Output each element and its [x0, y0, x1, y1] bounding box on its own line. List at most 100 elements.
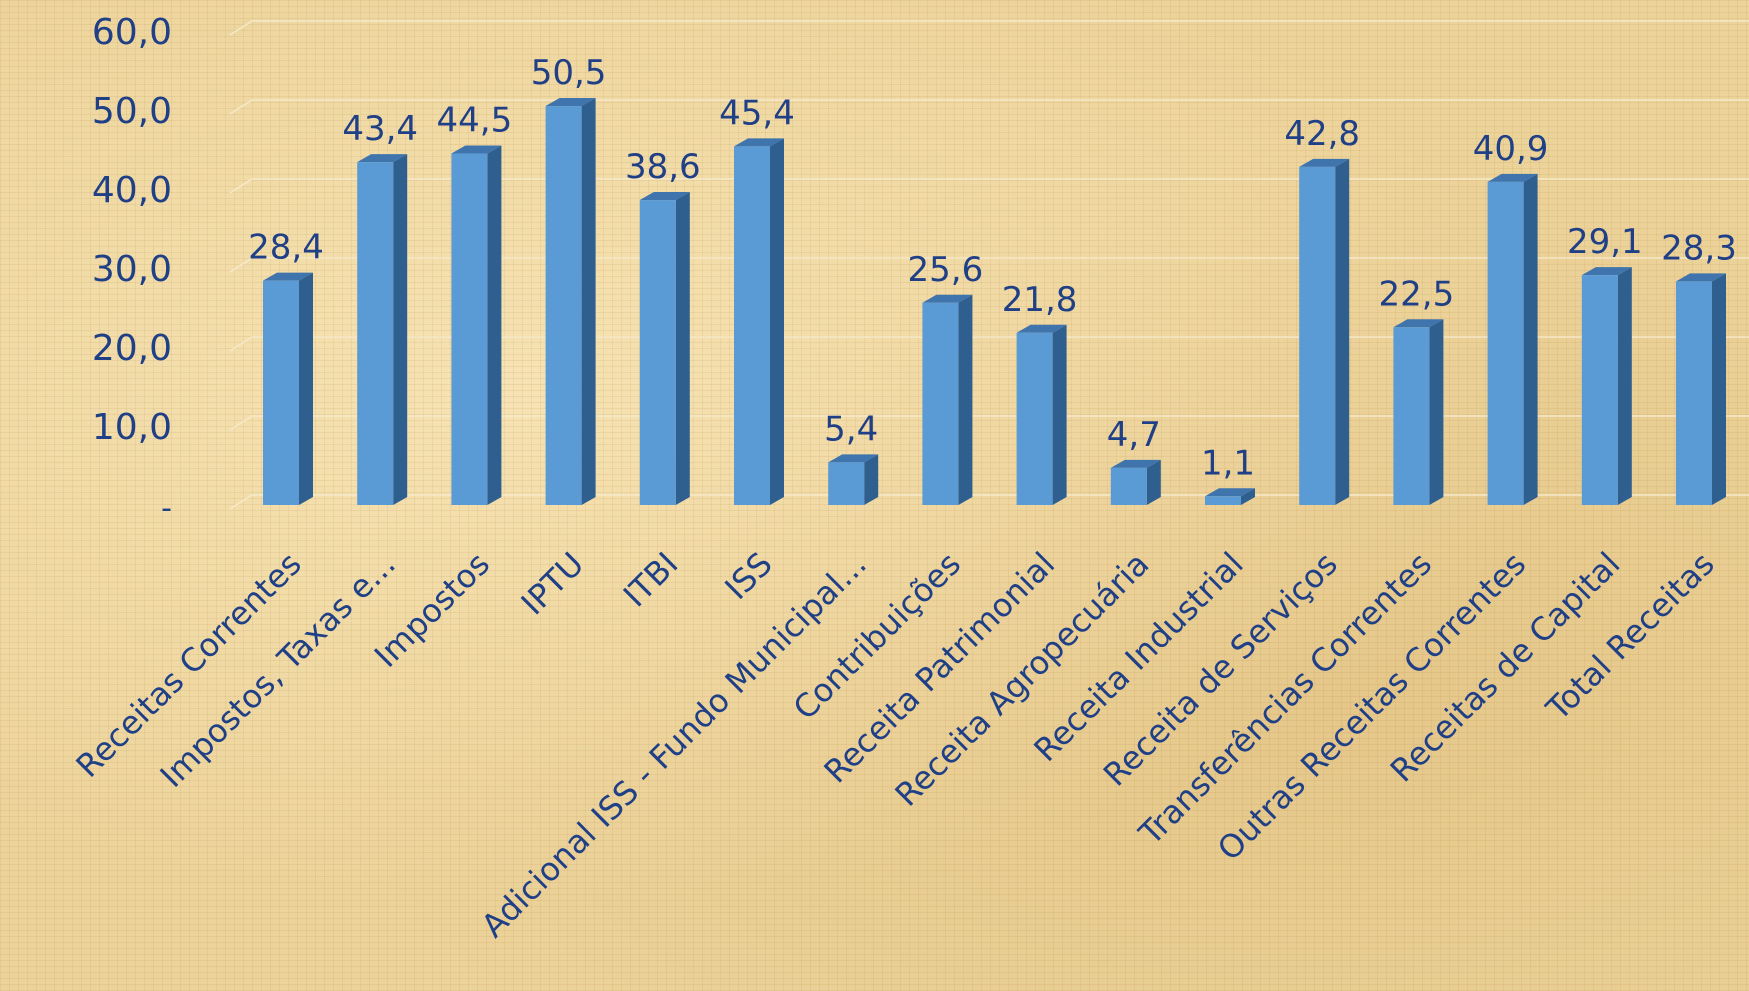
bar-top: [639, 192, 690, 201]
data-labels: 28,4 43,4 44,5 50,5 38,6 45,4 5,4 25,6 21,8 4,7 1,…: [248, 53, 1737, 483]
data-label: 28,3: [1661, 228, 1737, 268]
bar-front: [1487, 181, 1524, 505]
bar-top: [263, 272, 313, 281]
bar-side: [1052, 324, 1067, 505]
bar: [357, 154, 408, 505]
bar-top: [1016, 324, 1067, 333]
bar-top: [1581, 267, 1632, 276]
bar-top: [451, 145, 502, 154]
bar-top: [734, 138, 784, 147]
bar-top: [357, 154, 408, 163]
y-tick-label: 50,0: [92, 91, 172, 132]
bar-front: [1110, 467, 1147, 505]
bar-front: [1676, 281, 1712, 505]
bar-front: [639, 200, 676, 505]
bar: [734, 138, 784, 505]
gridline: [229, 178, 1749, 194]
data-label: 28,4: [248, 228, 324, 268]
y-tick-label: 40,0: [92, 170, 172, 211]
data-label: 21,8: [1002, 280, 1078, 320]
bar-front: [357, 162, 394, 505]
gridline: [229, 257, 1749, 273]
y-tick-label: 10,0: [92, 407, 172, 448]
bar-side: [1335, 158, 1350, 505]
bar-front: [263, 280, 299, 505]
bar-top: [1676, 273, 1726, 282]
data-label: 50,5: [531, 53, 607, 93]
data-label: 22,5: [1379, 274, 1455, 314]
category-label: IPTU: [514, 545, 592, 623]
bar: [1016, 324, 1067, 505]
bar-side: [1523, 173, 1538, 505]
bar: [922, 294, 973, 505]
gridline: [229, 415, 1749, 431]
bar-side: [581, 98, 596, 506]
data-label: 4,7: [1107, 415, 1161, 455]
category-label: ISS: [717, 545, 779, 607]
bar: [828, 454, 879, 505]
data-label: 1,1: [1201, 443, 1255, 483]
bar-front: [1205, 496, 1241, 505]
bar: [1205, 488, 1255, 505]
bar: [451, 145, 502, 505]
y-tick-label: 30,0: [92, 249, 172, 290]
y-tick-label: 20,0: [92, 328, 172, 369]
bar-front: [1393, 327, 1430, 505]
bar: [1581, 267, 1632, 505]
bar-side: [1241, 488, 1255, 505]
bar-side: [1617, 267, 1632, 505]
data-label: 43,4: [342, 109, 418, 149]
bar-front: [451, 153, 488, 505]
bar-top: [1205, 488, 1255, 497]
bar: [1110, 459, 1161, 505]
bar-side: [393, 154, 408, 505]
data-label: 45,4: [719, 93, 795, 133]
bar-top: [1299, 158, 1350, 167]
data-label: 38,6: [625, 147, 701, 187]
bar-side: [770, 138, 784, 505]
y-axis-tick-labels: - 10,0 20,0 30,0 40,0 50,0 60,0: [92, 12, 172, 526]
bar-side: [864, 454, 879, 505]
category-label: ITBI: [616, 545, 686, 615]
bar-top: [545, 98, 596, 107]
gridline: [229, 20, 1749, 36]
bar-front: [1299, 166, 1336, 505]
data-label: 40,9: [1473, 129, 1549, 169]
y-tick-label: -: [161, 491, 172, 526]
gridline: [229, 336, 1749, 352]
bar-front: [734, 146, 770, 505]
category-label: Total Receitas: [1538, 545, 1721, 728]
bar: [1299, 158, 1350, 505]
y-tick-label: 60,0: [92, 12, 172, 53]
bar-side: [1429, 319, 1444, 505]
bar-side: [299, 272, 313, 505]
bar: [1487, 173, 1538, 505]
bar-front: [545, 106, 582, 506]
bar-top: [1393, 319, 1444, 328]
bar-side: [487, 145, 502, 505]
gridline: [229, 99, 1749, 115]
data-label: 29,1: [1567, 222, 1643, 262]
bar-top: [828, 454, 879, 463]
bar-top: [1110, 459, 1161, 468]
data-label: 42,8: [1284, 114, 1360, 154]
data-label: 44,5: [437, 100, 513, 140]
bar: [1676, 273, 1726, 505]
bar-front: [922, 302, 959, 505]
gridlines: [229, 20, 1749, 510]
bar-front: [828, 462, 865, 505]
bar-top: [922, 294, 973, 303]
data-label: 25,6: [908, 250, 984, 290]
bar-side: [958, 294, 973, 505]
bar: [263, 272, 313, 505]
data-label: 5,4: [824, 409, 878, 449]
category-label: Contribuições: [786, 545, 968, 727]
bar-top: [1487, 173, 1538, 182]
bar: [639, 192, 690, 505]
bar-front: [1581, 275, 1618, 505]
bar: [545, 98, 596, 506]
bar: [1393, 319, 1444, 505]
